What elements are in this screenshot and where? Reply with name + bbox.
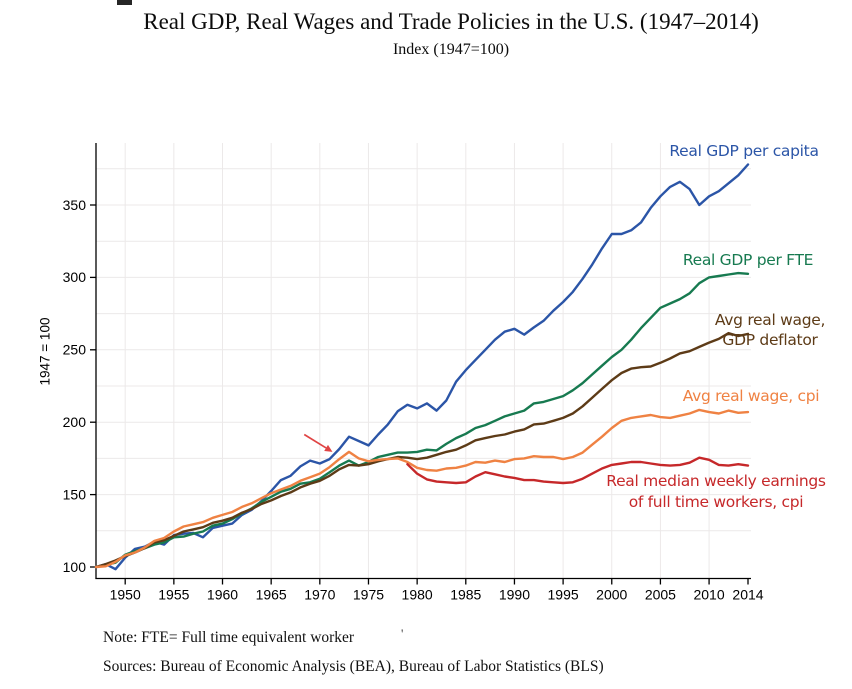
x-tick-label: 1950 [110, 587, 141, 603]
y-tick-label: 250 [63, 342, 87, 358]
chart-title: Real GDP, Real Wages and Trade Policies … [143, 9, 759, 34]
series-label-text: Avg real wage, cpi [682, 387, 820, 405]
x-tick-label: 1965 [256, 587, 287, 603]
series-label-avg-real-wage-cpi: Avg real wage, cpi [651, 387, 851, 407]
gridlines [96, 143, 751, 579]
series-label-real-median-weekly-earnings: Real median weekly earnings of full time… [604, 471, 828, 512]
series-label-text: Real GDP per capita [669, 142, 819, 160]
y-tick-label: 200 [63, 414, 87, 430]
annotation-arrow-head [324, 444, 333, 452]
x-tick-label: 1970 [304, 587, 335, 603]
annotation-arrow-shaft [303, 433, 327, 449]
x-tick-label: 1960 [207, 587, 238, 603]
x-tick-label: 1955 [158, 587, 189, 603]
x-tick-label: 2005 [645, 587, 676, 603]
x-tick-label: 1995 [548, 587, 579, 603]
series-label-text: Avg real wage, [714, 311, 826, 329]
series-line-real-gdp-per-fte [94, 271, 750, 569]
sources-text: Sources: Bureau of Economic Analysis (BE… [103, 658, 604, 675]
note-text: Note: FTE= Full time equivalent worker [103, 629, 355, 646]
scan-artifact-mark [117, 0, 132, 5]
series-label-avg-real-wage-gdp-deflator: Avg real wage, GDP deflator [670, 311, 852, 350]
y-tick-label: 300 [63, 269, 87, 285]
series-line-avg-real-wage-gdp-deflator [94, 331, 750, 569]
series-label-real-gdp-per-fte: Real GDP per FTE [648, 251, 848, 271]
y-tick-label: 100 [63, 559, 87, 575]
series-line-real-median-weekly-earnings-of-full-time-workers-cpi [406, 456, 750, 485]
x-tick-label: 1985 [450, 587, 481, 603]
series-label-real-gdp-per-capita: Real GDP per capita [644, 142, 844, 162]
chart-subtitle: Index (1947=100) [392, 41, 510, 58]
series-line-real-gdp-per-capita [94, 163, 750, 571]
x-tick-label: 2000 [596, 587, 627, 603]
x-tick-label: 1980 [402, 587, 433, 603]
x-tick-label: 2014 [732, 587, 763, 603]
axes [90, 143, 751, 585]
series-label-text: Real median weekly earnings [606, 472, 826, 490]
series-label-text: of full time workers, cpi [628, 492, 804, 511]
y-tick-label: 150 [63, 486, 87, 502]
series-label-text: GDP deflator [722, 330, 818, 349]
series-line-avg-real-wage-cpi [94, 408, 750, 569]
x-tick-label: 1975 [353, 587, 384, 603]
series-label-text: Real GDP per FTE [682, 251, 814, 269]
x-tick-label: 1990 [499, 587, 530, 603]
note-stray-mark: ' [401, 626, 404, 641]
y-tick-label: 350 [63, 197, 87, 213]
x-tick-label: 2010 [693, 587, 724, 603]
